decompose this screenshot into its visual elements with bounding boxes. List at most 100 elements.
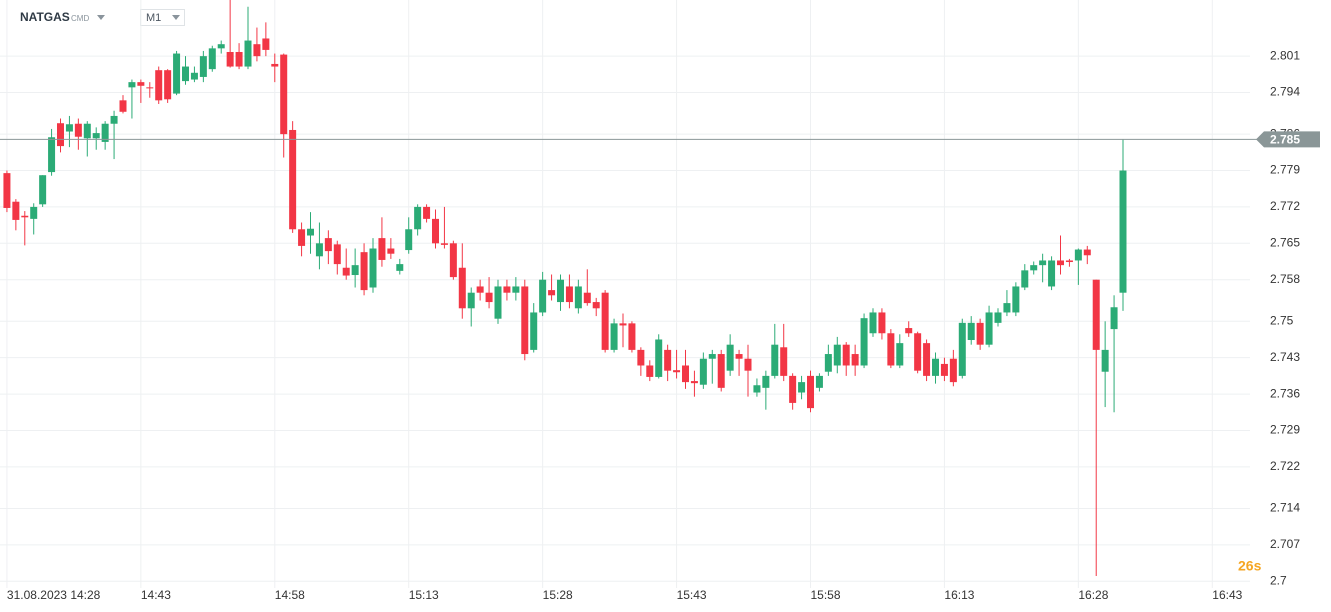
candle-body — [655, 339, 663, 377]
candle-body — [824, 354, 832, 372]
candle-body — [682, 365, 689, 383]
candle-body — [726, 344, 734, 371]
y-tick-label: 2.7 — [1270, 573, 1287, 587]
candle-body — [289, 129, 297, 230]
x-tick-label: 16:13 — [944, 588, 974, 602]
candle-body — [298, 229, 306, 246]
timeframe-dropdown[interactable] — [172, 15, 180, 20]
timeframe[interactable]: M1 — [146, 12, 161, 24]
y-tick-label: 2.772 — [1270, 199, 1300, 213]
x-tick-label: 15:58 — [811, 588, 841, 602]
y-tick-label: 2.707 — [1270, 537, 1300, 551]
x-tick-label: 31.08.2023 14:28 — [7, 588, 101, 602]
candle-body — [226, 51, 234, 67]
y-tick-label: 2.714 — [1270, 501, 1300, 515]
candle-body — [262, 38, 270, 50]
candle-body — [92, 133, 100, 139]
candle-body — [57, 123, 64, 147]
candle-body — [673, 370, 681, 373]
candle-body — [521, 286, 529, 355]
price-label-box — [1256, 131, 1320, 148]
candle-body — [476, 286, 484, 293]
candle-body — [583, 292, 591, 304]
candle-body — [182, 66, 189, 82]
candle-body — [1101, 349, 1109, 372]
candle-body — [485, 292, 493, 303]
candle-body — [324, 238, 332, 252]
candle-body — [1092, 279, 1100, 350]
x-tick-label: 14:58 — [275, 588, 305, 602]
candle-body — [208, 48, 216, 70]
candle-body — [815, 375, 823, 388]
price-label: 2.785 — [1270, 133, 1300, 147]
candle-body — [646, 365, 654, 377]
candle-body — [592, 302, 600, 309]
candle-body — [548, 290, 556, 296]
y-tick-label: 2.722 — [1270, 459, 1300, 473]
candle-body — [628, 323, 636, 350]
candle-body — [155, 70, 163, 101]
candle-body — [405, 229, 413, 251]
grid — [0, 0, 1250, 588]
candle-body — [503, 286, 511, 293]
y-tick-label: 2.729 — [1270, 423, 1300, 437]
candle-body — [869, 312, 877, 334]
candle-body — [1074, 249, 1082, 261]
x-tick-label: 16:28 — [1078, 588, 1108, 602]
symbol[interactable]: NATGAS — [20, 10, 70, 24]
candle-body — [1065, 260, 1073, 263]
candle-body — [244, 40, 252, 67]
candle-body — [83, 123, 91, 139]
candle-body — [780, 347, 788, 376]
candle-body — [610, 323, 618, 350]
candle-body — [807, 375, 814, 409]
candle-body — [1119, 170, 1127, 293]
x-tick-label: 14:43 — [141, 588, 171, 602]
candle-body — [789, 375, 797, 403]
candle-body — [494, 286, 502, 319]
candle-body — [1083, 249, 1091, 256]
candle-body — [333, 244, 341, 265]
candle-body — [565, 286, 573, 303]
y-tick-label: 2.794 — [1270, 85, 1300, 99]
candle-body — [190, 72, 198, 80]
candle-body — [48, 137, 56, 173]
candle-body — [342, 267, 350, 276]
symbol-dropdown[interactable] — [97, 15, 105, 20]
candle-body — [423, 206, 431, 219]
candle-body — [512, 286, 520, 293]
candle-body — [101, 123, 109, 142]
candle-body — [932, 358, 939, 376]
x-tick-label: 15:43 — [677, 588, 707, 602]
y-tick-label: 2.736 — [1270, 386, 1300, 400]
countdown: 26s — [1238, 558, 1262, 574]
candle-body — [1048, 260, 1056, 287]
candle-body — [1030, 265, 1038, 271]
candle-body — [619, 323, 627, 326]
candle-body — [235, 51, 243, 67]
candle-body — [896, 343, 904, 366]
candle-body — [1057, 260, 1064, 266]
candle-body — [1003, 303, 1011, 313]
candle-body — [994, 312, 1002, 323]
y-tick-label: 2.765 — [1270, 235, 1300, 249]
x-tick-label: 15:28 — [543, 588, 573, 602]
candles — [3, 0, 1127, 577]
candle-body — [1110, 307, 1118, 330]
candle-body — [717, 354, 725, 388]
candle-body — [467, 292, 475, 309]
candle-body — [637, 349, 645, 366]
candle-body — [967, 322, 975, 341]
candle-body — [833, 344, 841, 366]
candle-body — [146, 87, 154, 89]
candle-body — [771, 344, 779, 376]
y-tick-label: 2.743 — [1270, 350, 1300, 364]
candle-body — [1021, 270, 1029, 288]
candle-body — [744, 358, 752, 371]
candle-body — [414, 206, 422, 230]
candle-body — [664, 349, 672, 371]
candle-body — [128, 82, 136, 88]
candle-body — [458, 267, 466, 309]
x-tick-label: 16:43 — [1212, 588, 1242, 602]
